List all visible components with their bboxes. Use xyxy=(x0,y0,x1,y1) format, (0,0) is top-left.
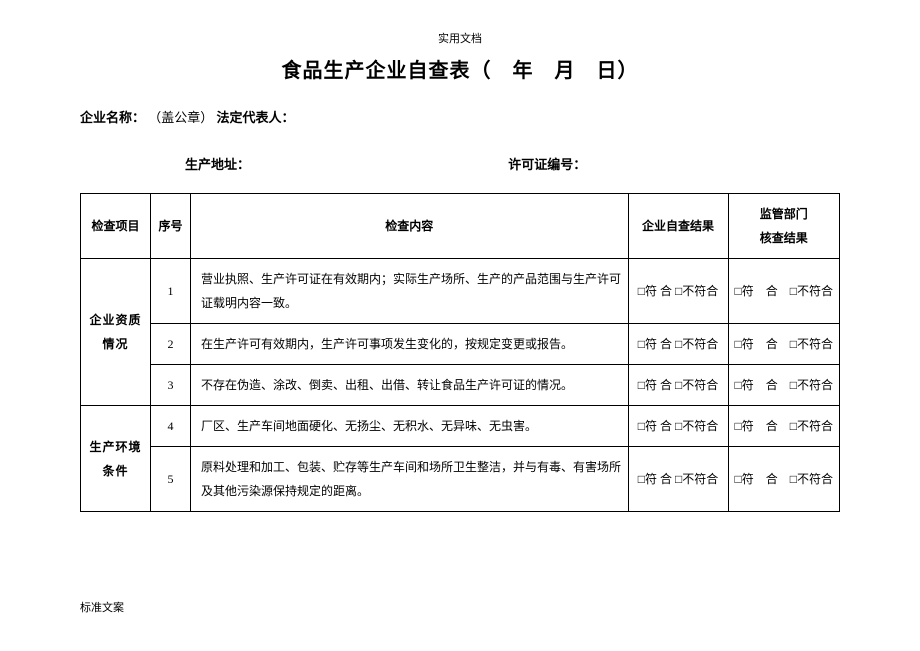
table-row: 生产环境 条件 4 厂区、生产车间地面硬化、无扬尘、无积水、无异味、无虫害。 □… xyxy=(81,406,840,447)
table-header-row: 检查项目 序号 检查内容 企业自查结果 监管部门 核查结果 xyxy=(81,194,840,259)
row-result1: □符 合 □不符合 xyxy=(628,259,728,324)
row-num: 3 xyxy=(151,365,191,406)
category-line2: 情况 xyxy=(87,332,144,356)
row-content: 厂区、生产车间地面硬化、无扬尘、无积水、无异味、无虫害。 xyxy=(191,406,629,447)
company-label: 企业名称： xyxy=(80,110,145,125)
table-row: 企业资质 情况 1 营业执照、生产许可证在有效期内；实际生产场所、生产的产品范围… xyxy=(81,259,840,324)
header-result2-line1: 监管部门 xyxy=(735,202,834,226)
header-content: 检查内容 xyxy=(191,194,629,259)
row-result1: □符 合 □不符合 xyxy=(628,365,728,406)
inspection-table: 检查项目 序号 检查内容 企业自查结果 监管部门 核查结果 企业资质 情况 1 … xyxy=(80,193,840,512)
row-num: 4 xyxy=(151,406,191,447)
category-cell: 企业资质 情况 xyxy=(81,259,151,406)
company-info-row: 企业名称： （盖公章） 法定代表人： xyxy=(80,107,840,154)
header-category: 检查项目 xyxy=(81,194,151,259)
row-result2: □符 合 □不符合 xyxy=(728,447,840,512)
header-result2-line2: 核查结果 xyxy=(735,226,834,250)
address-info-row: 生产地址： 许可证编号： xyxy=(80,154,840,193)
row-result2: □符 合 □不符合 xyxy=(728,259,840,324)
category-line1: 企业资质 xyxy=(87,308,144,332)
row-result2: □符 合 □不符合 xyxy=(728,324,840,365)
header-note: 实用文档 xyxy=(80,0,840,54)
license-label: 许可证编号： xyxy=(508,154,586,173)
category-line1: 生产环境 xyxy=(87,435,144,459)
table-row: 3 不存在伪造、涂改、倒卖、出租、出借、转让食品生产许可证的情况。 □符 合 □… xyxy=(81,365,840,406)
footer-note: 标准文案 xyxy=(80,599,124,615)
category-cell: 生产环境 条件 xyxy=(81,406,151,512)
row-result1: □符 合 □不符合 xyxy=(628,324,728,365)
header-num: 序号 xyxy=(151,194,191,259)
page-title: 食品生产企业自查表（ 年 月 日） xyxy=(80,54,840,107)
seal-note: （盖公章） xyxy=(148,110,213,125)
table-row: 5 原料处理和加工、包装、贮存等生产车间和场所卫生整洁，并与有毒、有害场所及其他… xyxy=(81,447,840,512)
row-num: 5 xyxy=(151,447,191,512)
row-num: 1 xyxy=(151,259,191,324)
table-row: 2 在生产许可有效期内，生产许可事项发生变化的，按规定变更或报告。 □符 合 □… xyxy=(81,324,840,365)
row-result1: □符 合 □不符合 xyxy=(628,406,728,447)
row-content: 在生产许可有效期内，生产许可事项发生变化的，按规定变更或报告。 xyxy=(191,324,629,365)
row-result1: □符 合 □不符合 xyxy=(628,447,728,512)
row-num: 2 xyxy=(151,324,191,365)
row-result2: □符 合 □不符合 xyxy=(728,406,840,447)
row-content: 不存在伪造、涂改、倒卖、出租、出借、转让食品生产许可证的情况。 xyxy=(191,365,629,406)
legal-rep-label: 法定代表人： xyxy=(217,110,295,125)
row-content: 营业执照、生产许可证在有效期内；实际生产场所、生产的产品范围与生产许可证载明内容… xyxy=(191,259,629,324)
address-label: 生产地址： xyxy=(185,154,505,173)
row-result2: □符 合 □不符合 xyxy=(728,365,840,406)
category-line2: 条件 xyxy=(87,459,144,483)
header-result2: 监管部门 核查结果 xyxy=(728,194,840,259)
row-content: 原料处理和加工、包装、贮存等生产车间和场所卫生整洁，并与有毒、有害场所及其他污染… xyxy=(191,447,629,512)
header-result1: 企业自查结果 xyxy=(628,194,728,259)
